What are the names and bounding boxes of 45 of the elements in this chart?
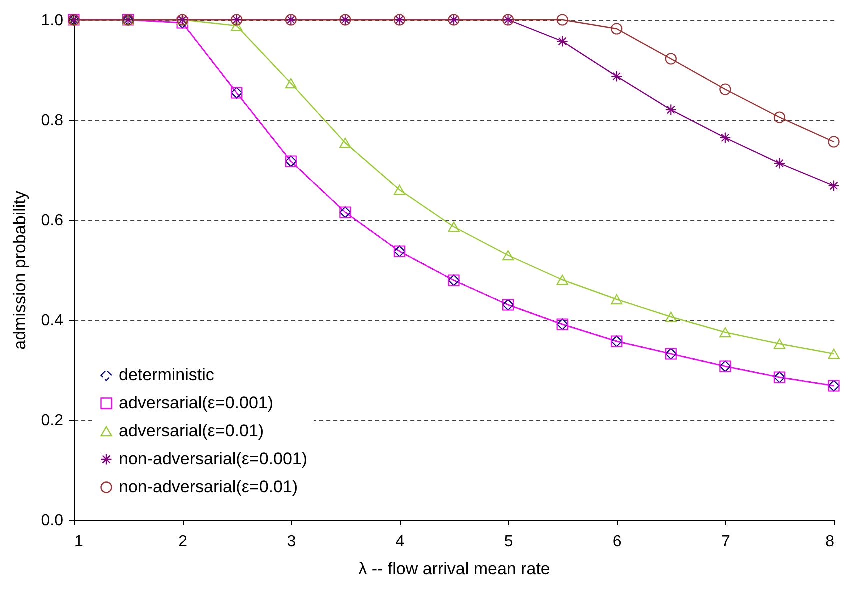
point <box>665 312 677 322</box>
point <box>720 84 732 96</box>
y-tick-label: 0.8 <box>41 112 64 130</box>
x-tick-label: 2 <box>178 534 188 550</box>
x-tick-label: 3 <box>287 534 296 550</box>
x-tick-label: 8 <box>826 534 835 550</box>
point <box>828 136 840 148</box>
y-tick-label: 0.6 <box>41 212 64 230</box>
point <box>556 14 568 26</box>
legend-label: non-adversarial(ε=0.01) <box>119 478 298 496</box>
y-tick-label: 0.2 <box>41 412 64 430</box>
x-tick-label: 4 <box>396 534 405 550</box>
point <box>502 250 514 261</box>
point <box>720 132 732 144</box>
point <box>828 348 840 360</box>
point <box>774 112 786 124</box>
point <box>611 70 623 82</box>
point <box>556 274 568 286</box>
x-tick-label: 7 <box>721 534 730 550</box>
point <box>665 53 677 65</box>
x-tick-label: 6 <box>612 534 622 550</box>
point <box>720 327 732 338</box>
y-axis-title: admission probability <box>10 190 30 350</box>
point <box>448 222 460 232</box>
x-tick-label: 1 <box>74 534 84 550</box>
point <box>774 338 786 350</box>
y-tick-label: 1.0 <box>41 12 64 30</box>
legend-label: non-adversarial(ε=0.001) <box>119 450 308 468</box>
point <box>774 158 786 170</box>
legend-label: deterministic <box>119 366 215 384</box>
point <box>611 294 623 305</box>
point <box>231 20 243 32</box>
x-axis-title: λ -- flow arrival mean rate <box>358 560 550 578</box>
y-tick-label: 0.0 <box>41 512 64 530</box>
point <box>340 138 352 148</box>
point <box>394 184 406 196</box>
point <box>611 23 623 35</box>
point <box>665 104 677 116</box>
x-tick-label: 5 <box>504 534 514 550</box>
point <box>556 36 568 48</box>
point <box>285 78 297 89</box>
legend-label: adversarial(ε=0.01) <box>119 422 264 440</box>
legend-label: adversarial(ε=0.001) <box>119 394 274 412</box>
point <box>828 180 840 192</box>
y-tick-label: 0.4 <box>41 312 64 330</box>
